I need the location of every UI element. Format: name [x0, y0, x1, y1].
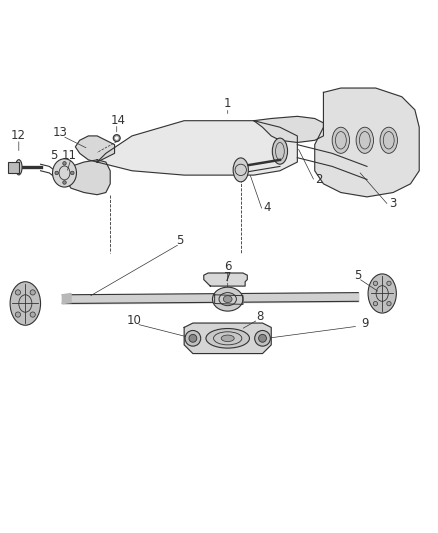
Polygon shape — [184, 323, 271, 353]
Ellipse shape — [380, 127, 397, 154]
Text: 5: 5 — [50, 149, 57, 162]
Text: 8: 8 — [257, 310, 264, 323]
Text: 7: 7 — [224, 271, 231, 284]
Ellipse shape — [53, 159, 77, 187]
Circle shape — [373, 281, 378, 286]
Text: 10: 10 — [127, 314, 141, 327]
Ellipse shape — [233, 158, 248, 182]
Polygon shape — [97, 120, 297, 175]
Circle shape — [63, 181, 66, 184]
Circle shape — [387, 281, 391, 286]
Text: 6: 6 — [224, 260, 231, 273]
Circle shape — [254, 330, 270, 346]
Text: 4: 4 — [263, 201, 271, 214]
Text: 2: 2 — [315, 173, 323, 186]
Circle shape — [30, 312, 35, 317]
Ellipse shape — [332, 127, 350, 154]
Ellipse shape — [272, 138, 288, 164]
Ellipse shape — [15, 160, 22, 175]
Text: 11: 11 — [61, 149, 76, 162]
Ellipse shape — [368, 274, 396, 313]
Circle shape — [115, 136, 118, 140]
Ellipse shape — [356, 127, 374, 154]
Text: 12: 12 — [11, 130, 25, 142]
Circle shape — [189, 334, 197, 342]
Circle shape — [30, 290, 35, 295]
Polygon shape — [204, 273, 247, 286]
Circle shape — [15, 312, 21, 317]
Circle shape — [185, 330, 201, 346]
Ellipse shape — [223, 296, 232, 303]
Polygon shape — [254, 116, 323, 142]
Circle shape — [387, 302, 391, 306]
FancyBboxPatch shape — [8, 161, 19, 173]
Ellipse shape — [221, 335, 234, 342]
Ellipse shape — [212, 287, 243, 311]
Polygon shape — [315, 88, 419, 197]
Text: 3: 3 — [389, 197, 397, 210]
Ellipse shape — [206, 328, 250, 348]
Text: 1: 1 — [224, 97, 231, 110]
Circle shape — [113, 135, 120, 142]
Polygon shape — [215, 295, 243, 304]
Polygon shape — [219, 294, 237, 303]
Ellipse shape — [10, 282, 41, 325]
Circle shape — [373, 302, 378, 306]
Circle shape — [258, 334, 266, 342]
Text: 9: 9 — [361, 317, 368, 329]
Text: 5: 5 — [355, 269, 362, 282]
Circle shape — [71, 171, 74, 175]
Text: 5: 5 — [176, 234, 184, 247]
Text: 13: 13 — [53, 126, 67, 139]
Circle shape — [55, 171, 58, 175]
Circle shape — [63, 161, 66, 165]
Polygon shape — [67, 160, 110, 195]
Circle shape — [15, 290, 21, 295]
Text: 14: 14 — [110, 114, 126, 127]
Polygon shape — [62, 294, 71, 303]
Polygon shape — [75, 136, 115, 162]
